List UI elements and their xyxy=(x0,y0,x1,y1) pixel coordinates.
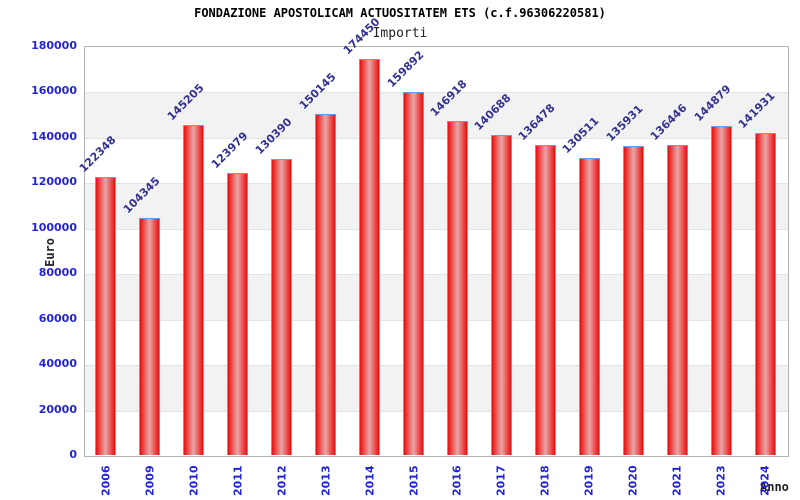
bar xyxy=(666,144,688,455)
plot-band xyxy=(85,47,788,93)
x-tick-label: 2020 xyxy=(626,465,640,496)
x-tick-label: 2023 xyxy=(714,465,728,496)
gridline xyxy=(85,183,788,185)
x-tick-label: 2017 xyxy=(494,465,508,496)
x-tick-label: 2019 xyxy=(582,465,596,496)
y-tick-label: 120000 xyxy=(31,175,77,189)
x-tick-label: 2015 xyxy=(407,465,421,496)
x-tick-label: 2012 xyxy=(275,465,289,496)
x-tick-label: 2018 xyxy=(538,465,552,496)
y-tick-label: 140000 xyxy=(31,129,77,143)
bar xyxy=(271,158,293,455)
gridline xyxy=(85,137,788,139)
y-tick-label: 100000 xyxy=(31,220,77,234)
x-tick-label: 2024 xyxy=(758,465,772,496)
gridline xyxy=(85,92,788,94)
y-tick-label: 40000 xyxy=(38,357,77,371)
bar xyxy=(754,132,776,455)
gridline xyxy=(85,410,788,412)
bar xyxy=(315,113,337,455)
x-tick-label: 2014 xyxy=(363,465,377,496)
x-tick-label: 2013 xyxy=(319,465,333,496)
gridline xyxy=(85,274,788,276)
gridline xyxy=(85,365,788,367)
bar xyxy=(183,125,205,455)
bar xyxy=(622,146,644,455)
x-axis-title: Anno xyxy=(760,480,789,494)
y-tick-label: 180000 xyxy=(31,39,77,52)
x-tick-label: 2011 xyxy=(231,465,245,496)
bar xyxy=(490,135,512,455)
bar xyxy=(139,217,161,455)
chart-title: FONDAZIONE APOSTOLICAM ACTUOSITATEM ETS … xyxy=(194,6,606,20)
bar xyxy=(403,91,425,455)
x-tick-label: 2006 xyxy=(99,465,113,496)
bar xyxy=(710,125,732,455)
x-tick-label: 2010 xyxy=(187,465,201,496)
y-axis-title: Euro xyxy=(43,238,57,267)
x-tick-label: 2016 xyxy=(450,465,464,496)
bar xyxy=(578,158,600,455)
x-tick-label: 2021 xyxy=(670,465,684,496)
gridline xyxy=(85,228,788,230)
bar xyxy=(359,58,381,455)
bar xyxy=(95,176,117,455)
bar xyxy=(446,121,468,455)
y-tick-label: 60000 xyxy=(38,311,77,325)
y-tick-label: 80000 xyxy=(38,266,77,280)
bar xyxy=(534,144,556,455)
bar xyxy=(227,173,249,455)
y-tick-label: 20000 xyxy=(38,402,77,416)
x-tick-label: 2009 xyxy=(143,465,157,496)
gridline xyxy=(85,319,788,321)
y-tick-label: 160000 xyxy=(31,84,77,98)
y-tick-label: 0 xyxy=(69,448,77,461)
chart-subtitle: Importi xyxy=(372,26,428,41)
